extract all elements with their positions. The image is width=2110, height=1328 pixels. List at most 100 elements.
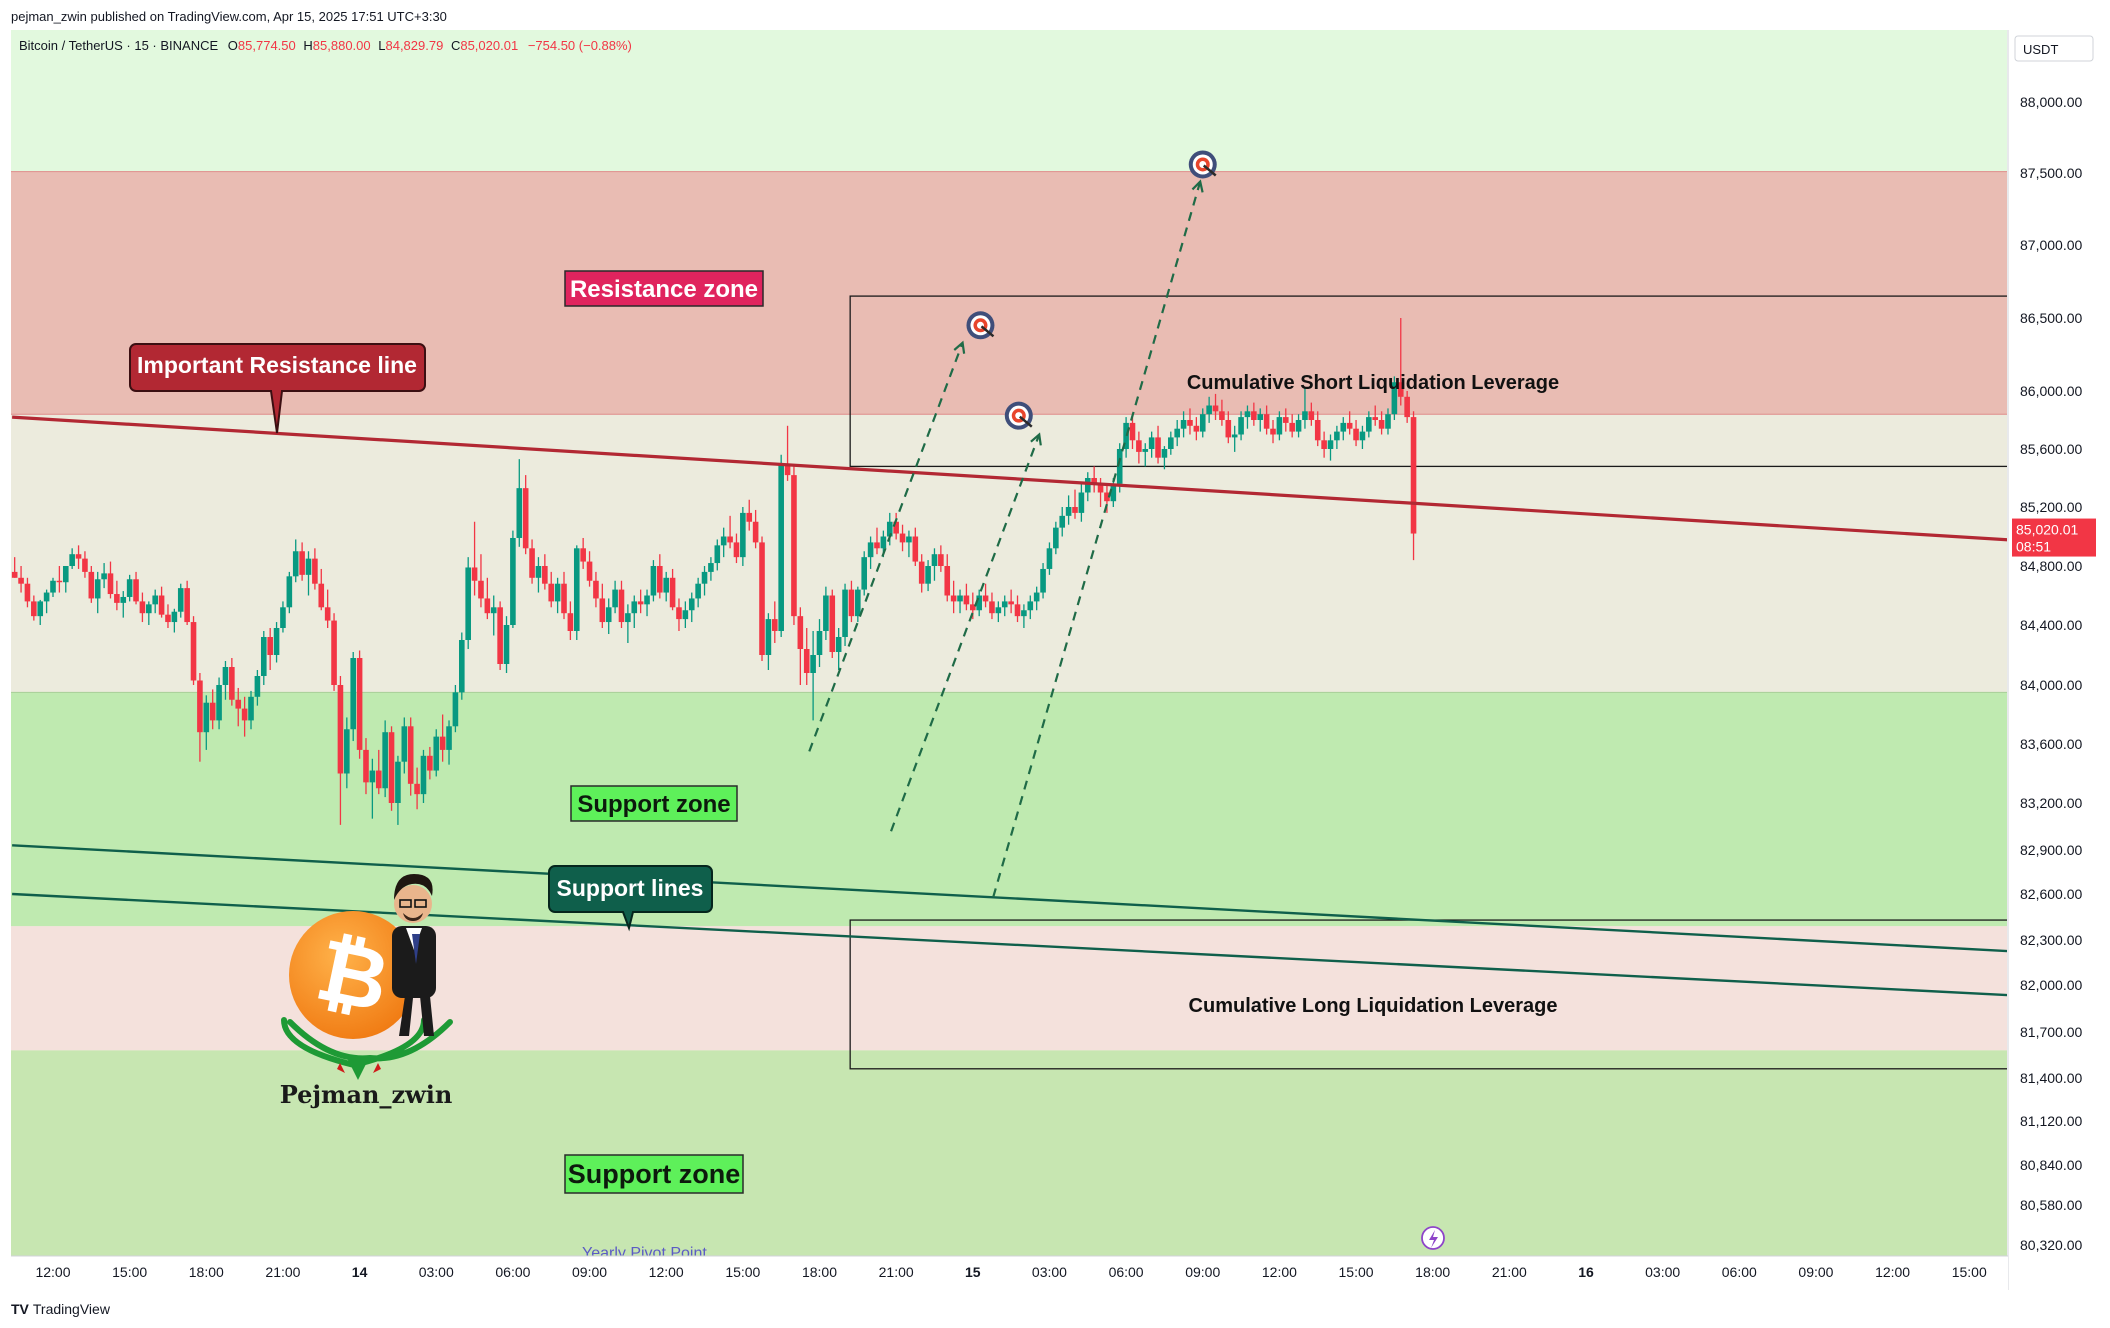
candle [11,557,18,578]
candle [816,619,823,667]
candle [1129,414,1136,449]
tradingview-logo-icon: TV [11,1301,29,1317]
candle [1251,402,1257,426]
candle [209,689,216,730]
support-zone-band-upper [11,692,2007,927]
candle [1410,411,1417,561]
target-icon [1188,150,1217,179]
candle [803,628,810,685]
candle [427,746,433,780]
candle [478,554,484,608]
candle [1136,431,1142,464]
candle [1174,420,1180,447]
candle [918,554,925,593]
candle [1372,405,1379,426]
candle [388,726,395,811]
price-tick-label: 84,000.00 [2020,677,2082,693]
price-tick-label: 87,500.00 [2020,165,2082,181]
candle [1148,431,1155,458]
support-lines-callout: Support lines [548,865,713,932]
ohlc-open-value: 85,774.50 [237,38,296,53]
candle [963,583,970,611]
time-tick-label: 15 [965,1264,981,1280]
candle [292,539,299,583]
candle [273,622,280,663]
candle [18,566,24,593]
candle [1155,425,1161,464]
candle [906,530,912,558]
candle [1314,411,1321,447]
long-liquidation-label: Cumulative Long Liquidation Leverage [1189,995,1558,1017]
svg-text:Support zone: Support zone [577,791,730,818]
candle [1091,466,1097,493]
price-change: −754.50 (−0.88%) [527,38,632,53]
time-tick-label: 03:00 [419,1264,454,1280]
candle [1238,411,1244,441]
target-icon [1004,401,1033,430]
candle [1353,420,1359,447]
candle [286,571,293,614]
candle [43,589,50,614]
support-line-2[interactable] [12,892,2025,997]
candle [88,566,95,603]
candle [1168,431,1174,455]
candle [1270,420,1276,444]
candle [938,545,944,572]
candle [529,539,535,584]
candle [1340,417,1347,441]
candle [420,749,427,803]
price-tick-label: 82,000.00 [2020,977,2082,993]
candle [133,571,139,605]
candle [305,551,312,596]
price-tick-label: 83,600.00 [2020,736,2082,752]
candle [625,604,631,643]
price-tick-label: 81,700.00 [2020,1024,2082,1040]
time-tick-label: 15:00 [112,1264,147,1280]
projection-path-1 [808,342,964,752]
candle [554,577,561,614]
currency-selector[interactable]: USDT [2014,35,2094,62]
ohlc-open-label: O [227,38,238,53]
candle [107,561,114,599]
candle [1078,483,1085,522]
candle [1199,408,1206,438]
important-resistance-line-callout: Important Resistance line [129,343,426,434]
support-line-1[interactable] [12,844,2025,953]
candle [197,673,203,762]
time-tick-label: 14 [352,1264,368,1280]
time-tick-label: 03:00 [1645,1264,1680,1280]
candle [1385,408,1391,435]
price-tick-label: 81,400.00 [2020,1070,2082,1086]
candle [676,598,682,631]
candle [714,539,721,571]
candle [1027,595,1034,620]
candle [24,577,31,608]
candle [784,425,791,481]
candle [510,530,516,628]
symbol-legend[interactable]: Bitcoin / TetherUS · 15 · BINANCE O85,77… [19,38,632,53]
candle [1366,411,1372,438]
lightning-icon[interactable] [1421,1226,1445,1250]
candle [414,767,420,810]
candle [1404,391,1410,423]
candle [497,601,503,670]
candle [791,466,797,625]
important-resistance-line[interactable] [12,415,2025,542]
tradingview-footer[interactable]: TV TradingView [11,1301,110,1317]
time-tick-label: 15:00 [1952,1264,1987,1280]
candle [484,577,491,620]
candle [708,557,714,581]
candle [382,720,388,798]
ohlc-high-value: 85,880.00 [312,38,371,53]
candle [657,554,663,599]
candle [561,571,567,620]
candle [299,542,305,581]
candle [1072,489,1078,519]
author-avatar-logo: ₿ Pejman_zwin [280,874,453,1109]
projection-path-2 [890,434,1041,832]
resistance-zone-label: Resistance zone [564,270,764,307]
candle [158,586,165,618]
candle [1225,411,1232,444]
candle [1219,399,1225,426]
